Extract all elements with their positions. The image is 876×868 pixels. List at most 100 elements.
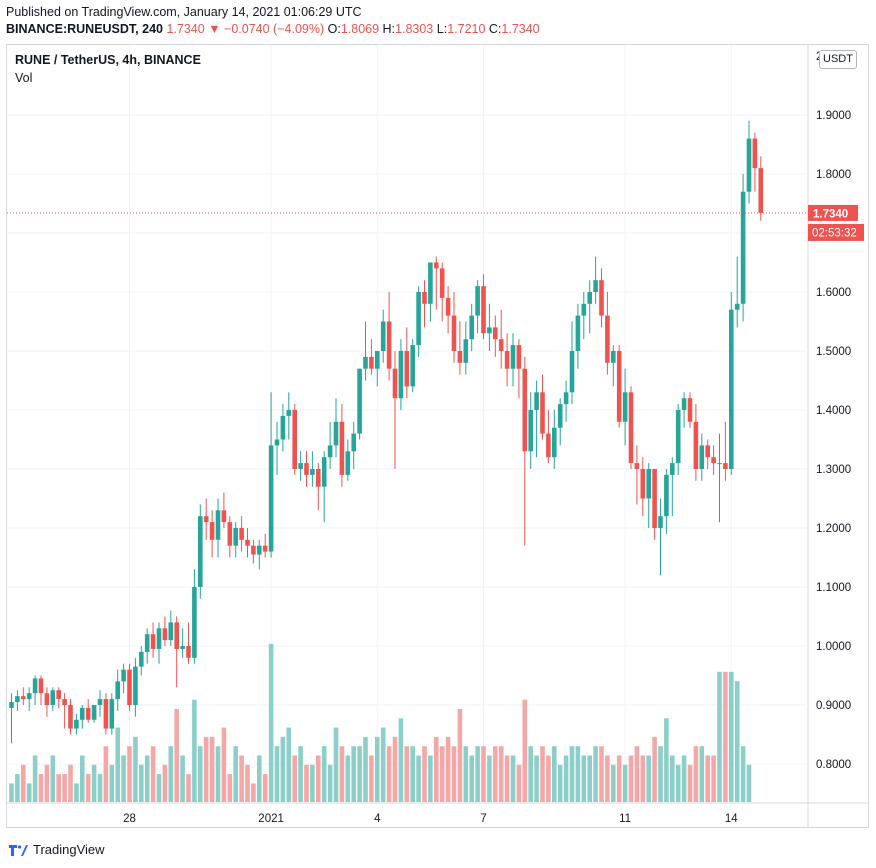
volume-bar: [658, 746, 663, 802]
candle-body: [687, 398, 693, 422]
candle: [245, 528, 250, 558]
candle-body: [404, 351, 410, 387]
candle-body: [593, 280, 598, 292]
candle-body: [457, 351, 463, 363]
candle-body: [540, 392, 545, 434]
volume-bar: [693, 746, 699, 802]
volume-bar: [681, 755, 687, 802]
candle: [699, 433, 705, 481]
volume-bar: [109, 764, 115, 802]
candle-body: [62, 699, 67, 705]
candle-body: [239, 528, 244, 540]
volume-bar: [575, 746, 581, 802]
candle: [481, 274, 486, 340]
candle: [316, 463, 321, 511]
candle: [192, 569, 197, 664]
volume-bar: [251, 783, 256, 802]
volume-bar: [345, 755, 351, 802]
candle: [327, 421, 333, 469]
candle-body: [746, 138, 752, 192]
candle: [487, 303, 492, 351]
volume-bar: [740, 746, 746, 802]
candle-body: [646, 469, 651, 499]
candle-body: [262, 545, 268, 552]
candle: [422, 280, 427, 328]
open-label: O:: [327, 22, 341, 36]
volume-bar: [593, 746, 598, 802]
candle: [32, 675, 38, 705]
volume-bar: [475, 746, 480, 802]
volume-bar: [516, 764, 522, 802]
candle: [203, 498, 209, 540]
candle-body: [85, 707, 91, 720]
candle: [681, 392, 687, 428]
candle-body: [705, 445, 710, 458]
candle: [97, 690, 103, 717]
volume-bar: [504, 755, 510, 802]
candle: [339, 404, 345, 487]
price-tick-label: 1.0000: [816, 641, 851, 653]
candle-body: [528, 410, 533, 452]
volume-bar: [156, 774, 162, 802]
candle-body: [15, 696, 20, 703]
volume-bar: [652, 736, 657, 802]
candle-body: [333, 421, 339, 446]
candle-body: [280, 415, 286, 440]
candle-body: [156, 628, 162, 649]
last-price-marker: 1.7340 02:53:32: [7, 204, 864, 241]
candle-body: [304, 463, 309, 475]
volume-bar: [369, 755, 374, 802]
candle: [50, 687, 56, 711]
candle: [599, 268, 604, 328]
footer-brand[interactable]: TradingView: [8, 842, 105, 857]
volume-bar: [121, 755, 126, 802]
volume-bar: [569, 746, 575, 802]
candle: [227, 516, 233, 558]
volume-bar: [321, 746, 327, 802]
candle: [404, 327, 410, 399]
price-change: −0.0740 (−4.09%): [224, 22, 325, 36]
volume-bar: [457, 709, 463, 802]
volume-bar: [62, 774, 67, 802]
candle: [457, 321, 463, 375]
candle-body: [557, 404, 563, 428]
candle: [587, 280, 592, 334]
volume-bar: [198, 746, 203, 802]
candle-body: [398, 351, 404, 399]
candle: [280, 404, 286, 452]
candle-body: [569, 351, 575, 393]
candle: [304, 451, 309, 487]
price-tick-label: 1.3000: [816, 464, 851, 476]
volume-bar: [15, 774, 20, 802]
candle-body: [327, 445, 333, 458]
volume-bar: [180, 755, 185, 802]
candle-body: [380, 321, 386, 351]
candle-body: [599, 280, 604, 316]
candle-body: [162, 628, 168, 641]
candle-body: [622, 392, 628, 422]
candle: [310, 451, 315, 487]
volume-bar: [439, 746, 445, 802]
candle: [292, 404, 297, 475]
candle: [156, 622, 162, 664]
candle: [605, 292, 610, 375]
volume-bar: [363, 736, 368, 802]
candle-body: [439, 268, 445, 298]
candle-body: [257, 545, 262, 555]
candle: [298, 451, 303, 481]
candle: [493, 315, 498, 357]
candle: [251, 539, 256, 564]
candle-body: [127, 669, 132, 705]
candle-body: [292, 410, 297, 469]
volume-bar: [268, 643, 274, 802]
volume-bar: [26, 783, 32, 802]
candle-body: [109, 699, 115, 729]
volume-bar: [581, 755, 587, 802]
currency-button[interactable]: USDT: [819, 50, 857, 69]
candle: [540, 374, 545, 440]
volume-bar: [239, 755, 244, 802]
candle-body: [575, 315, 581, 351]
candle: [723, 421, 728, 481]
price-tick-label: 1.8000: [816, 169, 851, 181]
